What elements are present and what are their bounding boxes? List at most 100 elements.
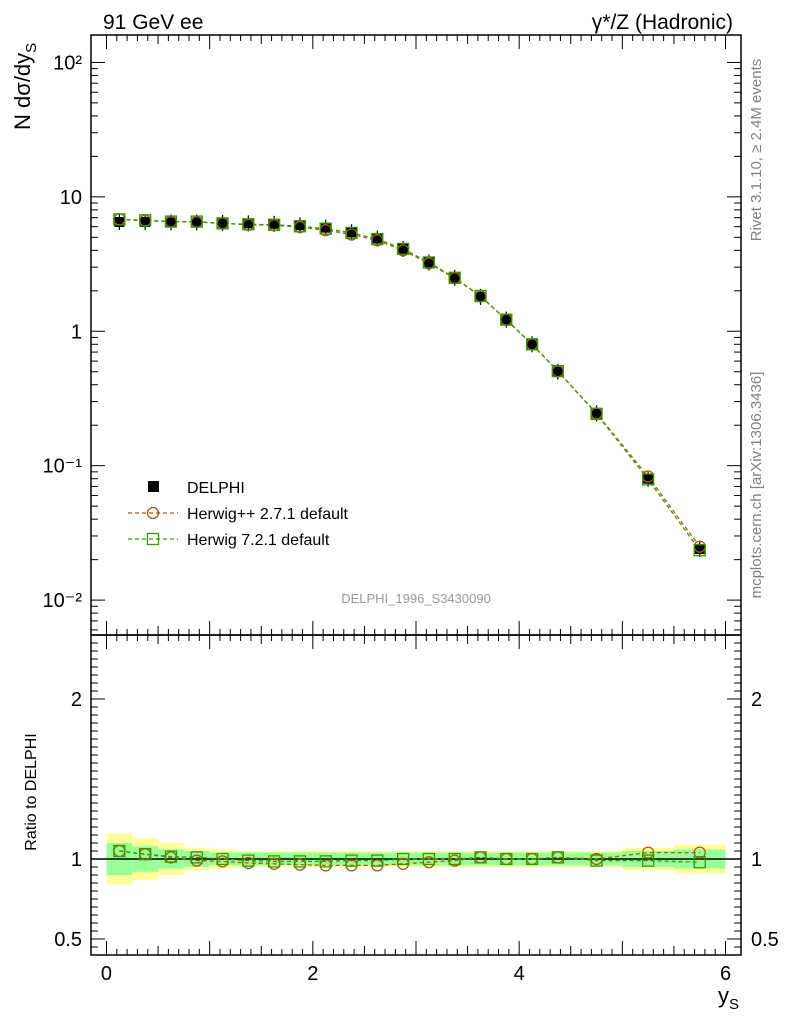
main-point (693, 544, 706, 557)
ratio-series-line (119, 850, 700, 867)
ratio-point (139, 848, 152, 861)
x-tick-label: 6 (720, 963, 731, 985)
main-point (139, 214, 152, 227)
main-point (320, 222, 331, 233)
main-point (590, 407, 603, 421)
ratio-point (693, 846, 706, 859)
main-point (448, 271, 461, 284)
ratio-point (190, 851, 203, 864)
side-label-upper: Rivet 3.1.10, ≥ 2.4M events (748, 59, 765, 242)
main-point (396, 242, 410, 256)
ratio-point (242, 854, 255, 867)
main-point (475, 291, 486, 302)
ratio-panel-frame (90, 634, 742, 956)
ratio-point (525, 852, 539, 866)
main-y-tick-label: 10⁻¹ (43, 456, 83, 478)
ratio-y-tick-label-right: 1 (751, 849, 762, 871)
ratio-point (474, 851, 487, 864)
ratio-y-tick-label-right: 2 (751, 689, 762, 711)
ratio-axis-ticks (91, 635, 741, 955)
main-point (694, 543, 705, 554)
main-point (293, 220, 307, 233)
main-point (525, 338, 539, 351)
ratio-point (590, 854, 603, 867)
main-panel-markers (113, 213, 706, 557)
main-point (319, 222, 332, 235)
main-point (398, 243, 409, 254)
main-point (242, 218, 255, 231)
ratio-point (641, 854, 655, 867)
ratio-point (164, 850, 178, 863)
legend-label-delphi: DELPHI (187, 480, 245, 497)
x-tick-label: 4 (514, 963, 525, 985)
main-y-tick-label: 10⁻² (43, 590, 83, 612)
main-y-tick-label: 10 (60, 187, 82, 209)
ratio-y-tick-label-left: 2 (71, 689, 82, 711)
main-y-axis-label: N dσ/dyS (10, 43, 40, 130)
main-point (591, 408, 602, 419)
main-point (164, 215, 178, 228)
main-point (165, 217, 176, 228)
header-left: 91 GeV ee (103, 11, 203, 34)
main-point (422, 256, 436, 269)
x-tick-label: 2 (307, 963, 318, 985)
main-panel-lines (119, 218, 701, 551)
legend-label-herwig7: Herwig 7.2.1 default (187, 532, 330, 549)
header-right: γ*/Z (Hadronic) (592, 11, 733, 34)
main-point (267, 218, 281, 231)
main-y-tick-label: 10² (53, 52, 82, 74)
ratio-panel-markers (113, 844, 706, 872)
legend-label-herwigpp: Herwig++ 2.7.1 default (187, 506, 349, 523)
main-point (500, 313, 513, 326)
analysis-watermark: DELPHI_1996_S3430090 (341, 591, 491, 606)
ratio-series-line (119, 850, 700, 863)
ratio-point (345, 854, 358, 867)
x-axis-label: yS (718, 983, 739, 1013)
ratio-point (216, 852, 229, 866)
main-point (527, 339, 538, 350)
main-point (140, 217, 151, 228)
ratio-point (641, 846, 655, 859)
ratio-point (113, 844, 126, 858)
main-point (243, 218, 254, 229)
main-point (294, 220, 305, 231)
main-axis-ticks (91, 35, 741, 635)
ratio-point (371, 854, 384, 867)
main-point (423, 257, 434, 268)
ratio-point (448, 852, 461, 866)
main-point (346, 227, 357, 238)
legend-marker-delphi (148, 481, 159, 492)
main-point (551, 365, 565, 378)
main-point (217, 217, 228, 228)
main-point (216, 217, 229, 230)
legend: DELPHI Herwig++ 2.7.1 default Herwig 7.2… (128, 480, 349, 549)
main-y-tick-label: 1 (71, 321, 82, 343)
ratio-point (693, 856, 706, 869)
x-tick-label: 0 (101, 963, 112, 985)
legend-marker-herwigpp (146, 506, 160, 520)
ratio-point (551, 851, 565, 864)
main-point (641, 473, 655, 486)
main-point (474, 289, 487, 303)
ratio-y-tick-label-left: 0.5 (54, 929, 82, 951)
main-point (114, 217, 125, 228)
main-point (345, 226, 358, 239)
ratio-y-tick-label-left: 1 (71, 849, 82, 871)
main-point (552, 366, 563, 377)
ratio-point (422, 852, 436, 866)
ratio-point (267, 855, 281, 868)
tick-labels: 10⁻² 10⁻¹ 1 10 10² 0.5 0.5 1 1 2 2 0 2 4 6 (43, 52, 779, 985)
ratio-point (396, 852, 410, 866)
main-point (449, 272, 460, 283)
main-point (372, 233, 383, 244)
ratio-point (293, 855, 307, 868)
main-point (190, 215, 203, 228)
main-point (113, 213, 126, 226)
ratio-panel-lines (91, 850, 741, 867)
ratio-point (319, 855, 332, 868)
ratio-y-axis-label: Ratio to DELPHI (23, 733, 40, 850)
ratio-point (500, 852, 513, 866)
ratio-y-tick-label-right: 0.5 (751, 929, 779, 951)
main-series-line (119, 218, 701, 551)
